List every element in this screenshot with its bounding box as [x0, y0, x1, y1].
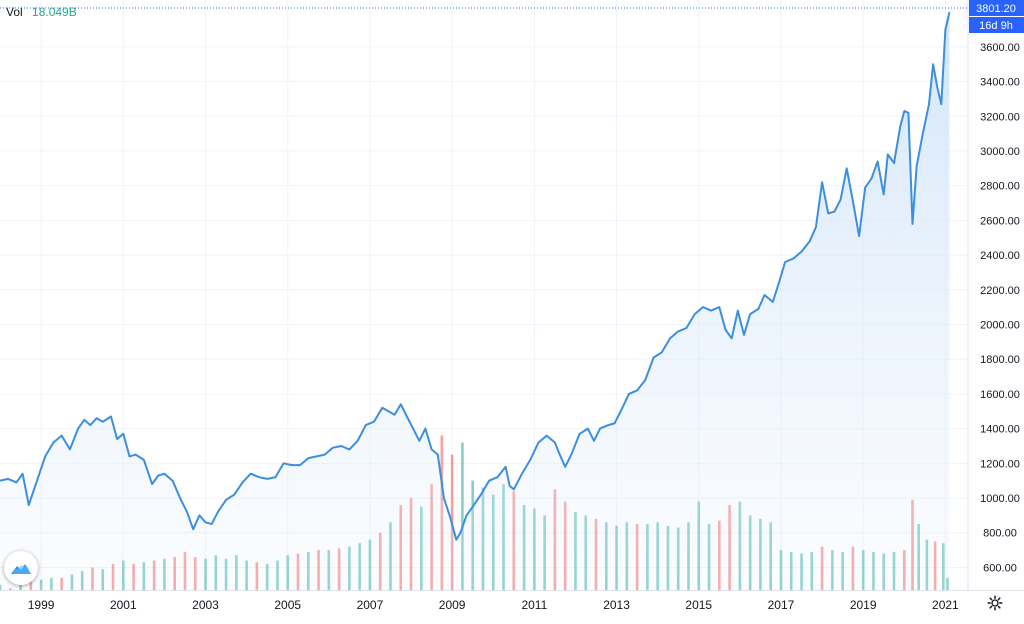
price-area — [0, 12, 950, 591]
x-tick-label: 1999 — [28, 598, 55, 612]
x-tick-label: 2015 — [685, 598, 712, 612]
volume-bar — [461, 442, 464, 590]
volume-legend: Vol 18.049B — [6, 5, 77, 19]
y-tick-label: 3200.00 — [980, 111, 1020, 123]
y-tick-label: 2200.00 — [980, 285, 1020, 297]
x-tick-label: 2013 — [603, 598, 630, 612]
gear-glyph — [987, 595, 1003, 611]
y-tick-label: 3000.00 — [980, 146, 1020, 158]
y-tick-label: 600.00 — [983, 562, 1017, 574]
last-price-label: 3801.20 — [976, 3, 1016, 15]
y-tick-label: 2000.00 — [980, 320, 1020, 332]
y-tick-label: 2400.00 — [980, 250, 1020, 262]
x-tick-label: 2009 — [439, 598, 466, 612]
y-tick-label: 1000.00 — [980, 493, 1020, 505]
x-tick-label: 2017 — [768, 598, 795, 612]
y-tick-label: 1800.00 — [980, 354, 1020, 366]
x-tick-label: 2003 — [192, 598, 219, 612]
logo-glyph — [11, 564, 31, 574]
y-tick-label: 3600.00 — [980, 42, 1020, 54]
y-tick-label: 2800.00 — [980, 181, 1020, 193]
y-tick-label: 2600.00 — [980, 215, 1020, 227]
y-tick-label: 1200.00 — [980, 458, 1020, 470]
y-tick-label: 1400.00 — [980, 424, 1020, 436]
price-axis[interactable]: 600.00 800.00 1000.00 1200.00 1400.00 1600.00… — [980, 42, 1020, 575]
y-tick-label: 800.00 — [983, 528, 1017, 540]
x-tick-label: 2001 — [110, 598, 137, 612]
x-tick-label: 2007 — [357, 598, 384, 612]
x-tick-label: 2005 — [274, 598, 301, 612]
gear-icon[interactable] — [984, 592, 1006, 614]
time-axis[interactable]: 1999 2001 2003 2005 2007 2009 2011 2013 2015 2017… — [28, 598, 959, 612]
volume-legend-value: 18.049B — [32, 5, 77, 19]
x-tick-label: 2011 — [521, 598, 547, 612]
bar-countdown-label: 16d 9h — [979, 20, 1013, 32]
tradingview-cloud-icon[interactable] — [4, 551, 38, 585]
y-tick-label: 3400.00 — [980, 77, 1020, 89]
price-badge: 3801.20 16d 9h — [969, 0, 1024, 33]
x-tick-label: 2021 — [932, 598, 959, 612]
y-tick-label: 1600.00 — [980, 389, 1020, 401]
volume-legend-label: Vol — [6, 5, 23, 19]
price-line — [0, 11, 951, 541]
x-tick-label: 2019 — [850, 598, 877, 612]
